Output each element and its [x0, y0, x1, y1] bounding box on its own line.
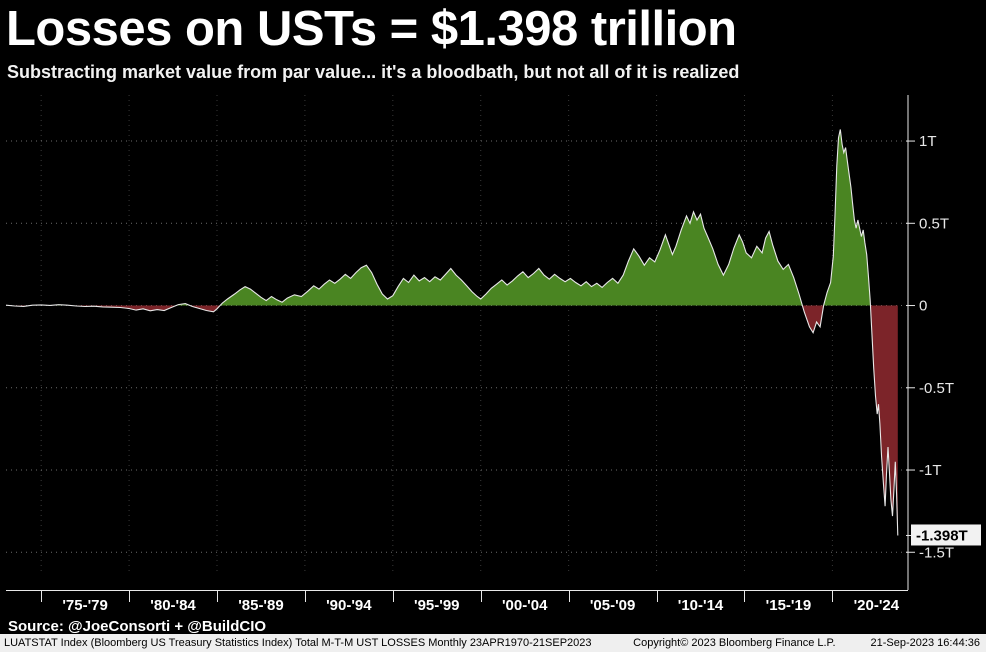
y-axis-label: 0.5T [919, 215, 949, 232]
footer-bar: LUATSTAT Index (Bloomberg US Treasury St… [0, 634, 986, 652]
y-axis-label: -1T [919, 462, 942, 479]
x-axis-label: '85-'89 [238, 597, 284, 614]
x-axis-label: '20-'24 [853, 597, 900, 614]
x-axis-divider [744, 591, 746, 602]
x-axis-label: '15-'19 [765, 597, 812, 614]
x-axis-divider [392, 591, 394, 602]
last-value-box [911, 524, 981, 546]
x-axis-label: '95-'99 [414, 597, 460, 614]
footer-timestamp: 21-Sep-2023 16:44:36 [870, 637, 980, 649]
source-line: Source: @JoeConsorti + @BuildCIO [8, 618, 267, 635]
y-axis-label: -1.5T [919, 544, 954, 561]
x-axis-divider [216, 591, 218, 602]
y-axis-label: 1T [919, 133, 937, 150]
x-axis-divider [304, 591, 306, 602]
x-axis-divider [41, 591, 43, 602]
x-axis-label: '80-'84 [150, 597, 196, 614]
x-axis-divider [832, 591, 834, 602]
x-axis-divider [129, 591, 131, 602]
footer-index-info: LUATSTAT Index (Bloomberg US Treasury St… [4, 637, 592, 649]
x-axis-label: '05-'09 [589, 597, 636, 614]
y-axis-label: 0 [919, 298, 927, 315]
x-axis-label: '10-'14 [677, 597, 724, 614]
x-axis-label: '00-'04 [501, 597, 548, 614]
x-axis-label: '75-'79 [62, 597, 108, 614]
x-axis-divider [480, 591, 482, 602]
page-title: Losses on USTs = $1.398 trillion [6, 2, 737, 56]
x-axis-divider [656, 591, 658, 602]
x-axis-divider [568, 591, 570, 602]
footer-copyright: Copyright© 2023 Bloomberg Finance L.P. [633, 637, 836, 649]
x-axis: '75-'79 '80-'84 '85-'89 '90-'94 '95-'99 '00-'… [6, 590, 908, 617]
chart-canvas: 1T 0.5T 0 -0.5T -1T -1.5T-1.398T [5, 95, 981, 590]
y-axis-label: -0.5T [919, 380, 954, 397]
area-negative [9, 305, 898, 536]
x-axis-label: '90-'94 [326, 597, 372, 614]
last-value-label: -1.398T [916, 527, 968, 544]
series-line [5, 129, 899, 536]
area-positive [6, 129, 898, 306]
page-subtitle: Substracting market value from par value… [7, 62, 740, 82]
